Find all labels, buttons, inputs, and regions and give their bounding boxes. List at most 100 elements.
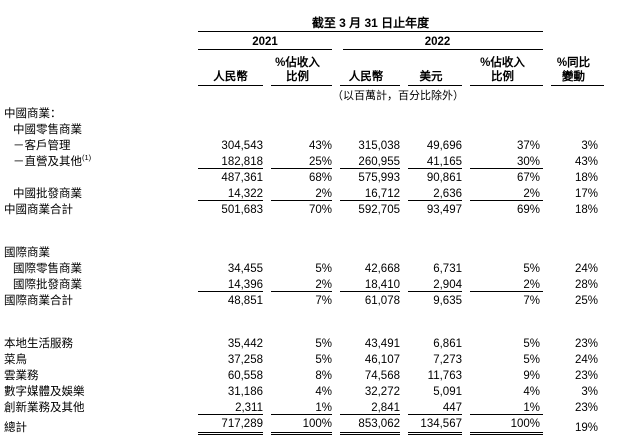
header-rmb-2022: 人民幣: [332, 50, 400, 86]
row-label-text: 中國零售商業: [13, 124, 82, 136]
row-label: 雲業務: [0, 367, 198, 383]
table-row: 中國商業合計 501,683 70% 592,705 93,497 69% 18…: [0, 201, 604, 217]
value-cell: 7,273: [433, 354, 462, 366]
table-row: －客戶管理 304,543 43% 315,038 49,696 37% 3%: [0, 137, 604, 153]
row-label-text: 中國商業合計: [4, 204, 73, 216]
row-label-text: 本地生活服務: [4, 338, 73, 350]
value-cell: [462, 121, 543, 137]
value-cell: 18%: [574, 172, 599, 184]
table-row: 菜鳥 37,258 5% 46,107 7,273 5% 24%: [0, 351, 604, 367]
value-cell: 17%: [574, 188, 599, 200]
value-cell: 487,361: [221, 172, 263, 184]
value-cell: 447: [400, 399, 462, 415]
row-label-text: 中國商業：: [4, 108, 62, 120]
value-cell: 2,841: [332, 399, 400, 415]
caption-row: 截至 3 月 31 日止年度: [0, 6, 604, 32]
row-label: [0, 169, 198, 185]
value-cell: 43%: [574, 156, 599, 168]
footnote-ref: (1): [82, 153, 92, 163]
value-cell: 16,712: [332, 185, 400, 201]
row-label: 菜鳥: [0, 351, 198, 367]
table-row: 創新業務及其他 2,311 1% 2,841 447 1% 23%: [0, 399, 604, 415]
value-cell: [543, 121, 604, 137]
value-cell: 70%: [308, 204, 332, 216]
value-cell: [543, 244, 604, 260]
row-label: 創新業務及其他: [0, 399, 198, 415]
value-cell: 2%: [462, 276, 544, 292]
value-cell: 501,683: [221, 204, 263, 216]
value-cell: [400, 244, 462, 260]
value-cell: [263, 121, 332, 137]
value-cell: 4%: [523, 386, 541, 398]
value-cell: 67%: [516, 172, 541, 184]
value-cell: 32,272: [364, 386, 400, 398]
value-cell: 23%: [574, 370, 599, 382]
value-cell: 43%: [308, 140, 332, 152]
table-row: 本地生活服務 35,442 5% 43,491 6,861 5% 23%: [0, 335, 604, 351]
value-cell: 23%: [574, 402, 599, 414]
value-cell: 2%: [263, 185, 332, 201]
years-spacer: [0, 32, 198, 50]
value-cell: 25%: [263, 153, 332, 169]
value-cell: 23%: [574, 338, 599, 350]
value-cell: 315,038: [358, 140, 400, 152]
row-label-text: 雲業務: [4, 370, 39, 382]
value-cell: 134,567: [400, 415, 462, 435]
table-row: －直營及其他(1) 182,818 25% 260,955 41,165 30%…: [0, 153, 604, 169]
value-cell: 9,635: [433, 295, 462, 307]
row-label: 中國商業：: [0, 105, 198, 121]
value-cell: 9%: [523, 370, 541, 382]
row-label-text: 總計: [4, 422, 27, 434]
value-cell: 2,904: [400, 276, 462, 292]
value-cell: 24%: [574, 354, 599, 366]
value-cell: 60,558: [227, 370, 263, 382]
column-headers-row: 人民幣 %佔收入 比例 人民幣 美元 %佔收入 比例 %同比 變動: [0, 50, 605, 86]
value-cell: 49,696: [426, 140, 462, 152]
value-cell: 61,078: [364, 295, 400, 307]
table-caption: 截至 3 月 31 日止年度: [198, 6, 544, 32]
value-cell: [462, 105, 543, 121]
value-cell: 304,543: [221, 140, 263, 152]
value-cell: 2,311: [198, 399, 263, 415]
value-cell: 34,455: [227, 263, 263, 275]
header-usd-2022: 美元: [400, 50, 462, 86]
value-cell: 25%: [574, 295, 599, 307]
row-label: 國際商業: [0, 244, 198, 260]
header-yoy-change: %同比 變動: [543, 50, 605, 86]
value-cell: 5,091: [433, 386, 462, 398]
table-row: 487,361 68% 575,993 90,861 67% 18%: [0, 169, 604, 185]
value-cell: 3%: [581, 140, 599, 152]
value-cell: 575,993: [358, 172, 400, 184]
header-spacer: [0, 50, 198, 86]
row-label-text: 菜鳥: [4, 354, 27, 366]
years-row: 2021 2022: [0, 32, 604, 50]
value-cell: [332, 121, 400, 137]
value-cell: 68%: [308, 172, 332, 184]
value-cell: 5%: [315, 338, 332, 350]
value-cell: [332, 105, 400, 121]
value-cell: 37,258: [227, 354, 263, 366]
value-cell: [263, 105, 332, 121]
table-row: 國際批發商業 14,396 2% 18,410 2,904 2% 28%: [0, 276, 604, 292]
table-row: 國際商業合計 48,851 7% 61,078 9,635 7% 25%: [0, 292, 604, 308]
value-cell: 14,322: [198, 185, 263, 201]
year-2022-header: 2022: [332, 32, 544, 50]
row-label-text: 中國批發商業: [13, 188, 82, 200]
row-label: 國際批發商業: [0, 276, 198, 292]
units-note: （以百萬計，百分比除外）: [332, 90, 464, 102]
value-cell: [198, 121, 263, 137]
value-cell: 100%: [462, 415, 543, 435]
row-label: 中國商業合計: [0, 201, 198, 217]
value-cell: 5%: [523, 354, 541, 366]
value-cell: 260,955: [332, 153, 400, 169]
row-label: 中國批發商業: [0, 185, 198, 201]
value-cell: 30%: [462, 153, 544, 169]
segment-revenue-table: 截至 3 月 31 日止年度 2021 2022 人民幣 %佔收入 比例 人民幣…: [0, 6, 605, 435]
row-label: 本地生活服務: [0, 335, 198, 351]
value-cell: 31,186: [227, 386, 263, 398]
value-cell: 4%: [315, 386, 332, 398]
value-cell: 42,668: [364, 263, 400, 275]
row-label-text: 國際商業合計: [4, 295, 73, 307]
value-cell: 592,705: [358, 204, 400, 216]
row-label: 國際商業合計: [0, 292, 198, 308]
